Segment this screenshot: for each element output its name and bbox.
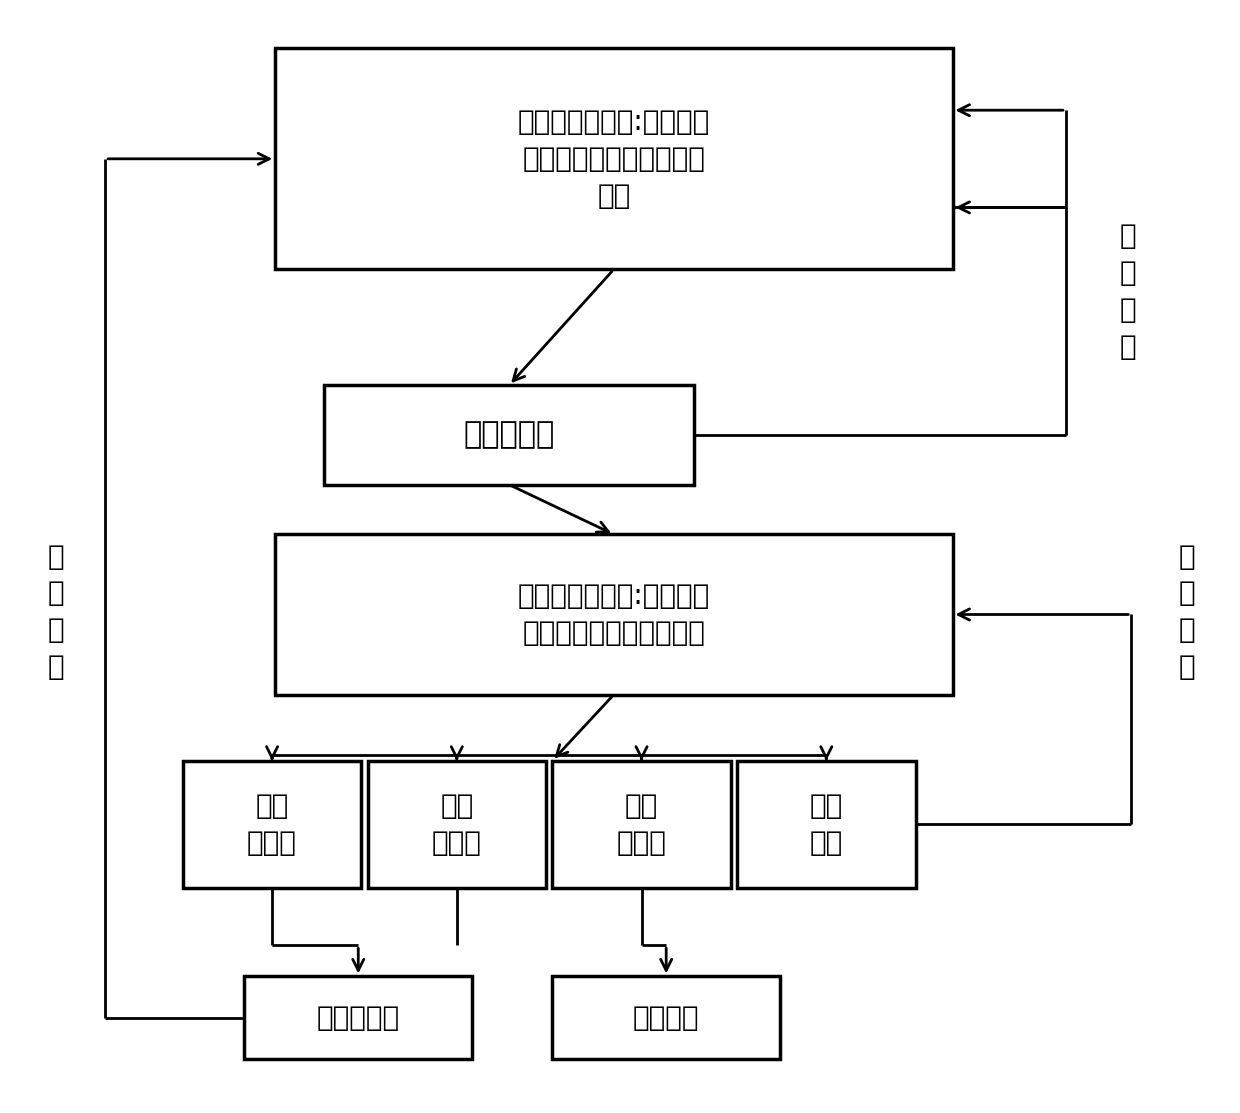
Bar xyxy=(552,761,730,888)
Bar xyxy=(182,761,361,888)
Text: 二
级
清
洗: 二 级 清 洗 xyxy=(1120,223,1136,361)
Text: 富氩
尾气: 富氩 尾气 xyxy=(810,792,843,857)
Text: 中期
产品气: 中期 产品气 xyxy=(432,792,482,857)
Bar xyxy=(367,761,546,888)
Text: 前期
产品气: 前期 产品气 xyxy=(247,792,298,857)
Text: 废气排放: 废气排放 xyxy=(632,1004,699,1032)
Text: 最终产品气: 最终产品气 xyxy=(316,1004,399,1032)
Text: 一
级
清
洗: 一 级 清 洗 xyxy=(1178,542,1195,681)
Bar xyxy=(737,761,915,888)
Bar xyxy=(244,976,472,1060)
Text: 三
级
清
洗: 三 级 清 洗 xyxy=(47,542,64,681)
Bar xyxy=(552,976,780,1060)
Bar xyxy=(275,534,952,695)
Text: 第一级变压吸附:基于平衡
吸附机理的吸附剂分离除
氮气: 第一级变压吸附:基于平衡 吸附机理的吸附剂分离除 氮气 xyxy=(518,108,711,209)
Bar xyxy=(275,48,952,269)
Bar xyxy=(325,385,694,484)
Text: 后期
产品气: 后期 产品气 xyxy=(616,792,666,857)
Text: 第二级变压吸附:动力学选
择性吸附剂分离除去氩气: 第二级变压吸附:动力学选 择性吸附剂分离除去氩气 xyxy=(518,582,711,647)
Text: 初级产品气: 初级产品气 xyxy=(464,421,554,450)
